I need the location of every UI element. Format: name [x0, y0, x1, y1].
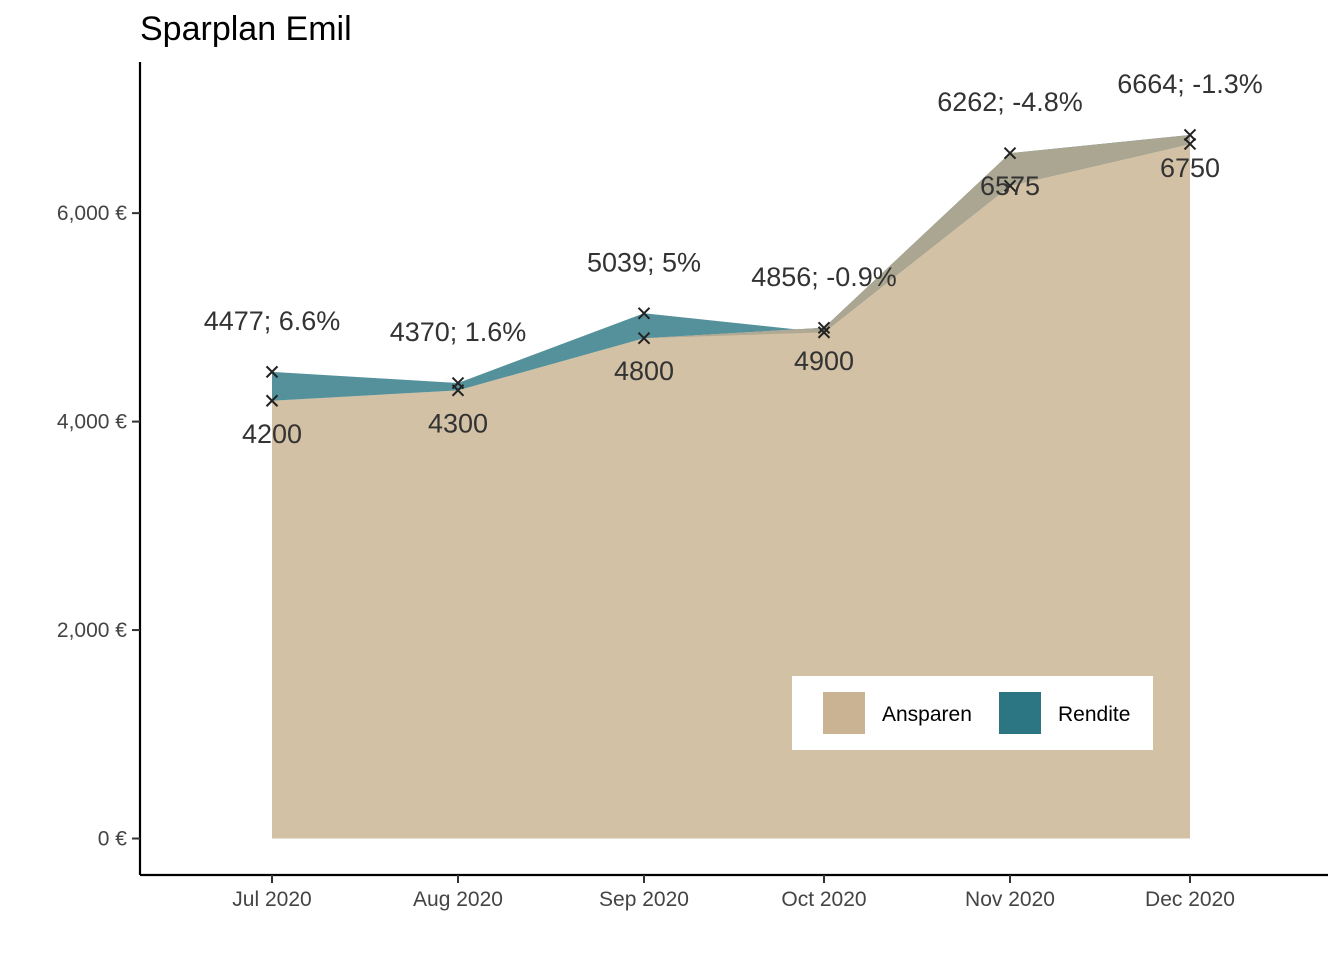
area-overlap	[644, 134, 1190, 339]
y-tick-label: 6,000 €	[57, 202, 127, 225]
x-tick-label: Dec 2020	[1145, 888, 1235, 911]
marker-stroke	[817, 321, 831, 334]
x-tick-label: Sep 2020	[599, 888, 689, 911]
marker-stroke	[1003, 179, 1017, 193]
chart-title: Sparplan Emil	[140, 10, 352, 48]
y-tick-label: 0 €	[98, 828, 128, 851]
marker-stroke	[451, 384, 465, 397]
ansparen-point	[451, 384, 465, 397]
x-tick-label: Oct 2020	[781, 888, 866, 911]
upper-data-label: 6664; -1.3%	[1117, 69, 1263, 99]
x-tick-label: Nov 2020	[965, 888, 1055, 911]
rendite-point	[637, 307, 651, 320]
legend-label: Ansparen	[882, 703, 972, 726]
upper-data-label: 4856; -0.9%	[751, 262, 897, 292]
marker-stroke	[637, 307, 651, 320]
marker-stroke	[1183, 128, 1197, 142]
ansparen-point	[817, 321, 831, 334]
marker-stroke	[265, 365, 279, 379]
rendite-point	[817, 326, 831, 339]
legend-label: Rendite	[1058, 703, 1130, 726]
ansparen-point	[1183, 128, 1197, 142]
area-ansparen	[272, 134, 1190, 839]
x-tick-label: Jul 2020	[232, 888, 311, 911]
marker-stroke	[817, 326, 831, 339]
lower-data-label: 6575	[980, 171, 1040, 201]
lower-data-label: 4800	[614, 356, 674, 386]
lower-data-label: 4900	[794, 346, 854, 376]
marker-stroke	[1183, 137, 1197, 151]
upper-data-label: 5039; 5%	[587, 247, 701, 277]
y-tick-label: 4,000 €	[57, 411, 127, 434]
rendite-point	[1003, 179, 1017, 193]
ansparen-point	[1003, 146, 1017, 160]
rendite-point	[265, 365, 279, 379]
lower-data-label: 4300	[428, 408, 488, 438]
x-tick-label: Aug 2020	[413, 888, 503, 911]
ansparen-point	[637, 332, 651, 345]
upper-data-label: 4477; 6.6%	[204, 306, 341, 336]
marker-stroke	[265, 394, 279, 407]
lower-data-label: 6750	[1160, 153, 1220, 183]
rendite-point	[1183, 137, 1197, 151]
upper-data-label: 6262; -4.8%	[937, 87, 1083, 117]
lower-data-label: 4200	[242, 419, 302, 449]
marker-stroke	[1003, 146, 1017, 160]
marker-stroke	[637, 332, 651, 345]
upper-data-label: 4370; 1.6%	[390, 317, 527, 347]
y-tick-label: 2,000 €	[57, 619, 127, 642]
legend-key	[823, 692, 865, 734]
legend-key	[999, 692, 1041, 734]
ansparen-point	[265, 394, 279, 407]
